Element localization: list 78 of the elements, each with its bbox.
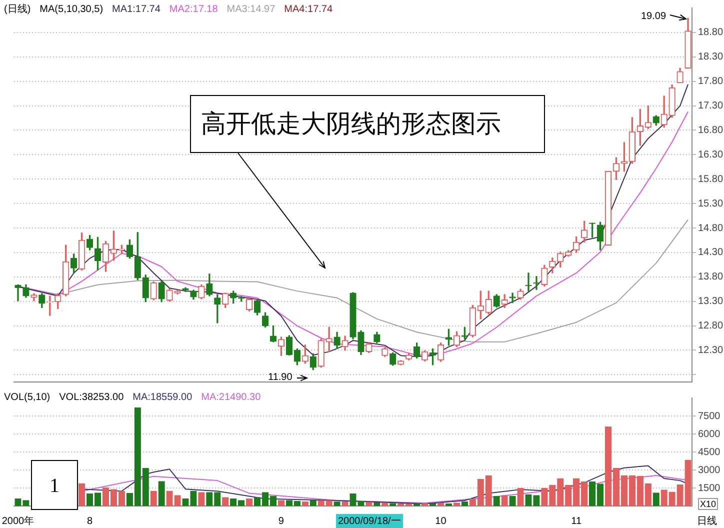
y-tick-label: 18.80 xyxy=(698,27,724,38)
bar xyxy=(142,468,149,506)
y-tick-label: 17.30 xyxy=(698,100,724,112)
candlestick xyxy=(326,326,332,352)
x-tick-label: 8 xyxy=(86,516,93,527)
text-box: 1 xyxy=(31,460,78,510)
bar xyxy=(374,502,380,506)
bar xyxy=(557,478,564,506)
y-tick-label: 3000 xyxy=(698,464,721,476)
y-tick-label: 16.80 xyxy=(698,124,724,136)
bar xyxy=(126,492,133,506)
bar xyxy=(421,503,428,506)
bar xyxy=(668,492,676,506)
bar xyxy=(644,483,652,506)
y-tick-label: 6000 xyxy=(698,428,721,440)
bar xyxy=(166,490,173,506)
text: X10 xyxy=(698,498,718,510)
bar xyxy=(134,407,141,506)
annotation: VOL:38253.00 xyxy=(59,392,124,403)
bar xyxy=(660,490,668,506)
y-tick-label: 14.80 xyxy=(698,222,724,234)
y-tick-label: 13.80 xyxy=(698,272,724,283)
y-tick-label: 4500 xyxy=(698,446,721,458)
bar xyxy=(477,479,484,506)
y-tick-label: 16.30 xyxy=(698,149,724,160)
bar xyxy=(390,503,396,506)
bar xyxy=(190,490,197,506)
bar xyxy=(684,460,692,506)
bar xyxy=(214,492,221,506)
bar xyxy=(150,490,157,506)
x-tick-label: 10 xyxy=(435,516,447,527)
bar xyxy=(78,483,86,506)
y-tick-label: 7500 xyxy=(698,410,721,422)
bar xyxy=(350,493,356,506)
y-tick-label: 17.80 xyxy=(698,76,724,88)
candlestick xyxy=(14,284,22,302)
x-tick-label: 11 xyxy=(571,516,582,527)
text: MA1:17.74 xyxy=(112,4,160,15)
bar xyxy=(676,484,684,506)
annotation: MA(5,10,30,5) xyxy=(40,4,104,15)
annotation: 19.09 xyxy=(641,11,666,22)
annotation: 11.90 xyxy=(268,372,292,383)
bar xyxy=(382,502,388,506)
y-tick-label: 15.80 xyxy=(698,174,724,185)
bar xyxy=(525,494,532,506)
text-box: 高开低走大阴线的形态图示 xyxy=(190,95,545,153)
text: MA3:14.97 xyxy=(226,4,276,15)
annotation: MA4:17.74 xyxy=(284,4,333,15)
text: MA2:17.18 xyxy=(169,4,218,15)
candlestick xyxy=(533,276,540,290)
bar xyxy=(437,502,444,506)
bar xyxy=(541,488,548,506)
text: MA:21490.30 xyxy=(201,392,261,403)
bar xyxy=(565,484,572,506)
bar xyxy=(517,488,524,506)
x-tick-label: 9 xyxy=(278,516,284,527)
x-tick-label: 2000年 xyxy=(2,514,34,527)
candlestick xyxy=(525,272,532,292)
y-tick-label: 12.30 xyxy=(698,344,724,356)
y-tick-label: 15.30 xyxy=(698,198,724,210)
bar xyxy=(652,492,660,506)
candlestick xyxy=(509,292,516,304)
chart-title: (日线) xyxy=(4,4,31,15)
bar xyxy=(206,492,213,506)
bar xyxy=(549,484,556,506)
y-tick-label: 14.30 xyxy=(698,247,724,258)
y-tick-label: 18.30 xyxy=(698,52,724,63)
bar xyxy=(485,475,492,506)
text: 2000/09/18/一 xyxy=(336,514,403,528)
text: 日线 xyxy=(697,514,717,528)
annotation: VOL(5,10) xyxy=(4,392,50,403)
y-tick-label: 13.30 xyxy=(698,296,724,308)
bar xyxy=(453,502,460,506)
y-tick-label: 12.80 xyxy=(698,320,724,332)
bar xyxy=(198,492,205,506)
text: MA:18559.00 xyxy=(132,392,192,403)
y-tick-label: 1500 xyxy=(698,482,721,494)
bar xyxy=(158,481,165,506)
